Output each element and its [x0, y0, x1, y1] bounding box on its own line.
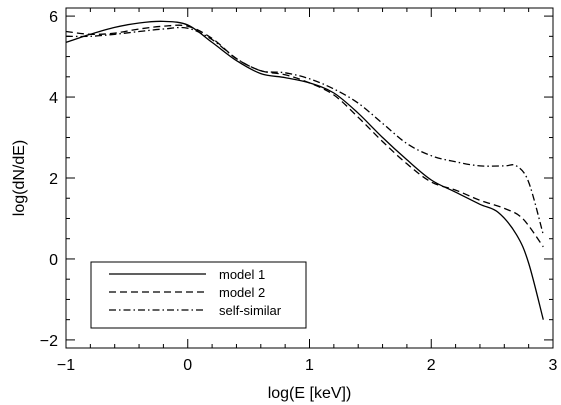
series-line-3	[65, 26, 544, 235]
x-tick-label: 2	[427, 357, 436, 374]
y-tick-label: 0	[49, 252, 58, 269]
y-axis-label: log(dN/dE)	[11, 140, 28, 216]
legend-label-2: model 2	[219, 285, 265, 300]
y-tick-label: 6	[49, 9, 58, 26]
x-tick-label: 1	[305, 357, 314, 374]
legend-label-1: model 1	[219, 267, 265, 282]
x-tick-label: −1	[57, 357, 75, 374]
series-line-2	[65, 24, 544, 248]
series-line-1	[65, 20, 544, 320]
x-tick-label: 3	[549, 357, 558, 374]
y-axis: −2 0 2 4 6	[40, 9, 553, 350]
y-tick-label: 4	[49, 90, 58, 107]
x-axis: −1 0 1 2 3	[57, 8, 558, 374]
y-tick-label: −2	[40, 333, 58, 350]
legend-label-3: self-similar	[219, 303, 282, 318]
x-axis-label: log(E [keV])	[268, 385, 352, 402]
x-tick-label: 0	[183, 357, 192, 374]
legend: model 1 model 2 self-similar	[90, 261, 307, 329]
series-layer	[65, 20, 544, 320]
legend-box	[90, 261, 307, 329]
y-tick-label: 2	[49, 171, 58, 188]
